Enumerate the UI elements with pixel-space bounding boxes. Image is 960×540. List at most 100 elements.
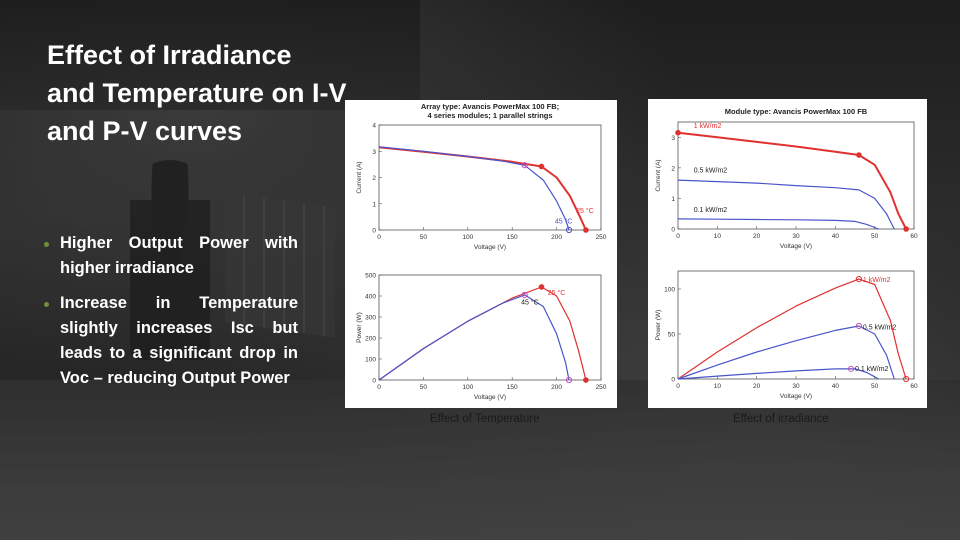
x-tick-label: 50 <box>871 383 879 390</box>
series-annotation: 45 °C <box>555 217 573 225</box>
series-line-1 <box>378 294 570 381</box>
y-axis-label: Current (A) <box>356 161 363 193</box>
y-tick-label: 0 <box>671 377 675 384</box>
x-tick-label: 10 <box>714 383 722 390</box>
series-line-1 <box>677 179 895 230</box>
x-tick-label: 50 <box>420 384 428 391</box>
data-marker <box>855 322 863 330</box>
x-tick-label: 150 <box>507 234 518 241</box>
bg-roof <box>0 0 420 110</box>
data-marker <box>521 291 528 299</box>
plot-frame <box>677 121 915 230</box>
series-line-0 <box>677 131 907 230</box>
x-tick-label: 40 <box>832 233 840 240</box>
x-tick-label: 10 <box>714 233 722 240</box>
series-annotation: 0.5 kW/m2 <box>863 325 897 332</box>
x-axis-label: Voltage (V) <box>780 243 812 250</box>
plot-frame <box>378 124 602 231</box>
series-line-2 <box>677 368 879 380</box>
y-tick-label: 500 <box>365 273 376 280</box>
data-marker <box>856 152 862 158</box>
series-annotation: 0.1 kW/m2 <box>694 207 728 214</box>
x-axis-label: Voltage (V) <box>474 394 506 401</box>
data-marker <box>538 163 545 170</box>
series-line-1 <box>677 325 895 380</box>
y-tick-label: 0 <box>372 378 376 385</box>
chart-1: 0 50 100 150 200 250 0 100 200 300 400 500 Voltage (… <box>356 273 607 402</box>
x-tick-label: 60 <box>910 233 918 240</box>
y-tick-label: 100 <box>365 357 376 364</box>
data-marker <box>675 129 681 136</box>
bullet-dot <box>44 242 49 247</box>
data-marker <box>855 276 863 283</box>
data-marker <box>903 375 910 383</box>
y-tick-label: 2 <box>671 165 675 172</box>
caption-temperature: Effect of Temperature <box>430 413 540 425</box>
chart-title: Module type: Avancis PowerMax 100 FB <box>725 107 868 116</box>
series-annotation: 1 kW/m2 <box>863 277 891 284</box>
y-tick-label: 3 <box>372 149 376 156</box>
data-marker <box>538 284 545 290</box>
series-annotation: 0.5 kW/m2 <box>694 167 728 174</box>
x-tick-label: 150 <box>507 384 518 391</box>
x-tick-label: 0 <box>676 383 680 390</box>
y-tick-label: 100 <box>664 287 675 294</box>
y-tick-label: 2 <box>372 175 376 182</box>
x-tick-label: 40 <box>832 383 840 390</box>
y-axis-label: Power (W) <box>356 312 363 343</box>
y-tick-label: 3 <box>671 135 675 142</box>
x-tick-label: 0 <box>377 384 381 391</box>
x-tick-label: 60 <box>910 383 918 390</box>
y-tick-label: 1 <box>671 196 675 203</box>
series-line-1 <box>378 146 570 231</box>
bg-person <box>130 160 210 360</box>
series-annotation: 45 °C <box>521 298 539 306</box>
y-axis-label: Power (W) <box>655 310 662 341</box>
chart-3: 0 10 20 30 40 50 60 0 50 100 Voltage (V) Power (W) 1… <box>655 270 918 400</box>
chart-2: Module type: Avancis PowerMax 100 FB0 10 2… <box>655 107 918 250</box>
data-marker <box>583 227 589 233</box>
irradiance-charts: Module type: Avancis PowerMax 100 FB0 10 2… <box>655 107 918 400</box>
bullet-text: Increase in Temperature slightly increas… <box>60 294 298 387</box>
y-tick-label: 4 <box>372 123 376 130</box>
x-tick-label: 0 <box>676 233 680 240</box>
x-tick-label: 100 <box>462 384 473 391</box>
temperature-charts: Array type: Avancis PowerMax 100 FB;4 se… <box>356 102 607 402</box>
chart-0: Array type: Avancis PowerMax 100 FB;4 se… <box>356 102 607 251</box>
x-tick-label: 0 <box>377 234 381 241</box>
series-line-0 <box>677 278 907 380</box>
x-axis-label: Voltage (V) <box>780 393 812 400</box>
y-tick-label: 0 <box>372 228 376 235</box>
y-tick-label: 200 <box>365 336 376 343</box>
x-tick-label: 250 <box>596 384 607 391</box>
bullet-text: Higher Output Power with higher irradian… <box>60 234 298 277</box>
bullet-list: Higher Output Power with higher irradian… <box>44 231 298 401</box>
figure-temperature: Array type: Avancis PowerMax 100 FB; 4 se… <box>345 100 617 408</box>
bullet-item: Increase in Temperature slightly increas… <box>44 291 298 391</box>
series-annotation: 0.1 kW/m2 <box>855 366 889 373</box>
data-marker <box>565 226 573 234</box>
bullet-dot <box>44 302 49 307</box>
y-tick-label: 300 <box>365 315 376 322</box>
y-tick-label: 0 <box>671 227 675 234</box>
series-annotation: 25 °C <box>548 289 566 297</box>
series-annotation: 25 °C <box>576 207 594 215</box>
x-tick-label: 50 <box>420 234 428 241</box>
x-tick-label: 250 <box>596 234 607 241</box>
x-tick-label: 100 <box>462 234 473 241</box>
caption-irradiance: Effect of irradiance <box>733 413 829 425</box>
x-tick-label: 30 <box>792 233 800 240</box>
x-tick-label: 20 <box>753 383 761 390</box>
y-tick-label: 1 <box>372 201 376 208</box>
figure-irradiance: Module type: Avancis PowerMax 100 FB 0 10 2… <box>648 99 927 408</box>
series-annotation: 1 kW/m2 <box>694 123 722 130</box>
plot-frame <box>677 270 915 380</box>
data-marker <box>903 226 909 232</box>
x-tick-label: 200 <box>551 384 562 391</box>
x-tick-label: 20 <box>753 233 761 240</box>
y-tick-label: 400 <box>365 294 376 301</box>
x-tick-label: 50 <box>871 233 879 240</box>
chart-title: 4 series modules; 1 parallel strings <box>427 111 552 120</box>
bullet-item: Higher Output Power with higher irradian… <box>44 231 298 281</box>
x-axis-label: Voltage (V) <box>474 244 506 251</box>
